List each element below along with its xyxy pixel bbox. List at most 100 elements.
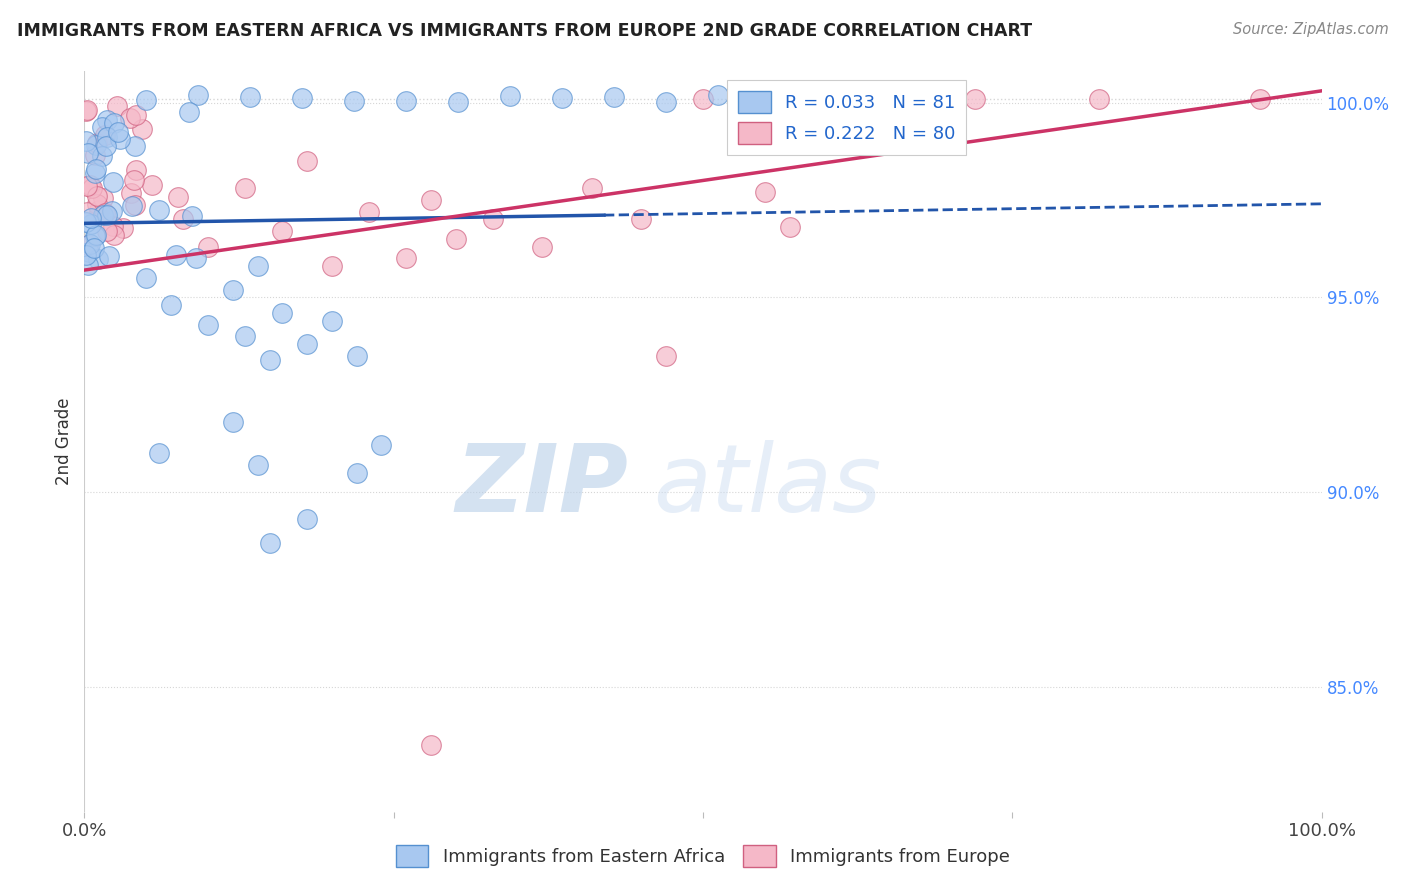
Legend: R = 0.033   N = 81, R = 0.222   N = 80: R = 0.033 N = 81, R = 0.222 N = 80 [727,80,966,155]
Point [75,247,97,261]
Point [346,349,368,363]
Point [79,211,101,225]
Point [97,249,120,263]
Point [76,103,98,118]
Point [84,162,107,177]
Point [86,197,108,211]
Point [86,136,108,150]
Point [551,91,574,105]
Point [76,179,98,194]
Point [321,259,343,273]
Point [259,352,281,367]
Point [75,215,97,229]
Point [246,458,269,472]
Point [86,189,108,203]
Point [135,93,157,107]
Point [79,237,101,252]
Point [103,175,125,189]
Point [233,181,256,195]
Point [239,90,262,104]
Point [197,240,219,254]
Point [271,224,294,238]
Point [166,189,188,203]
Point [124,198,146,212]
Point [295,512,318,526]
Point [77,145,100,160]
Point [120,186,142,201]
Point [96,130,118,145]
Point [759,89,782,103]
Point [395,95,418,109]
Point [96,112,118,127]
Point [271,306,294,320]
Point [222,415,245,429]
Legend: Immigrants from Eastern Africa, Immigrants from Europe: Immigrants from Eastern Africa, Immigran… [388,838,1018,874]
Point [93,128,115,142]
Point [91,209,114,223]
Text: IMMIGRANTS FROM EASTERN AFRICA VS IMMIGRANTS FROM EUROPE 2ND GRADE CORRELATION C: IMMIGRANTS FROM EASTERN AFRICA VS IMMIGR… [17,22,1032,40]
Point [118,111,141,125]
Point [259,536,281,550]
Point [181,209,204,223]
Point [965,92,987,106]
Point [295,153,318,168]
Y-axis label: 2nd Grade: 2nd Grade [55,398,73,485]
Point [94,206,117,220]
Point [184,252,207,266]
Point [75,134,97,148]
Point [76,258,98,272]
Point [346,466,368,480]
Point [754,185,776,199]
Point [222,283,245,297]
Point [84,138,107,153]
Point [79,178,101,192]
Point [160,298,183,312]
Point [766,92,789,106]
Point [914,94,936,108]
Point [531,240,554,254]
Point [707,87,730,102]
Point [177,105,200,120]
Point [343,95,366,109]
Point [103,227,125,242]
Text: Source: ZipAtlas.com: Source: ZipAtlas.com [1233,22,1389,37]
Point [91,149,114,163]
Point [125,162,148,177]
Point [603,90,626,104]
Point [1088,92,1111,106]
Point [295,337,318,351]
Point [131,121,153,136]
Point [862,94,884,108]
Point [105,99,128,113]
Point [233,329,256,343]
Point [87,252,110,267]
Point [447,95,470,109]
Point [125,108,148,122]
Point [655,95,678,110]
Point [395,252,418,266]
Point [148,203,170,218]
Point [83,241,105,255]
Point [87,203,110,218]
Point [108,132,131,146]
Point [101,203,124,218]
Point [187,88,209,103]
Point [77,245,100,260]
Point [111,221,134,235]
Point [810,94,832,108]
Point [93,191,115,205]
Point [124,138,146,153]
Point [76,204,98,219]
Point [103,219,125,233]
Point [481,212,503,227]
Point [630,212,652,227]
Point [246,259,269,273]
Point [96,208,118,222]
Point [692,92,714,106]
Point [291,91,314,105]
Point [419,739,441,753]
Point [135,271,157,285]
Point [90,120,112,134]
Point [84,166,107,180]
Text: atlas: atlas [654,441,882,532]
